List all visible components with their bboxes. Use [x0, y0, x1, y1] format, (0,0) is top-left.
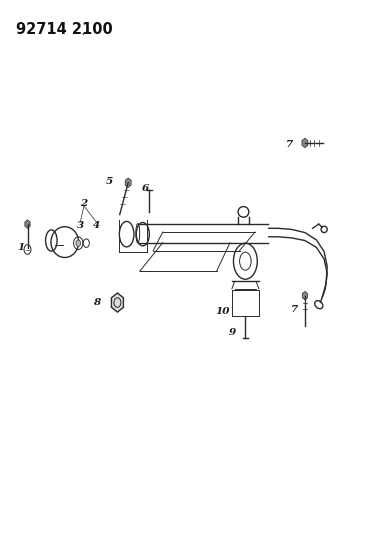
- Circle shape: [76, 240, 80, 246]
- Text: 9: 9: [228, 328, 236, 337]
- Text: 92714 2100: 92714 2100: [16, 21, 113, 37]
- Text: 7: 7: [291, 305, 298, 314]
- Text: 4: 4: [93, 221, 100, 230]
- Text: 8: 8: [93, 298, 100, 307]
- Polygon shape: [302, 292, 308, 300]
- Text: 7: 7: [286, 140, 293, 149]
- Text: 2: 2: [80, 199, 87, 208]
- Text: 5: 5: [105, 177, 113, 186]
- Text: .: .: [80, 22, 85, 38]
- Polygon shape: [302, 138, 308, 148]
- Polygon shape: [125, 178, 131, 188]
- Polygon shape: [25, 220, 30, 228]
- Text: 1: 1: [18, 244, 25, 253]
- Text: 3: 3: [77, 221, 84, 230]
- Text: 10: 10: [215, 307, 229, 316]
- Polygon shape: [111, 293, 123, 312]
- Text: 6: 6: [142, 184, 149, 193]
